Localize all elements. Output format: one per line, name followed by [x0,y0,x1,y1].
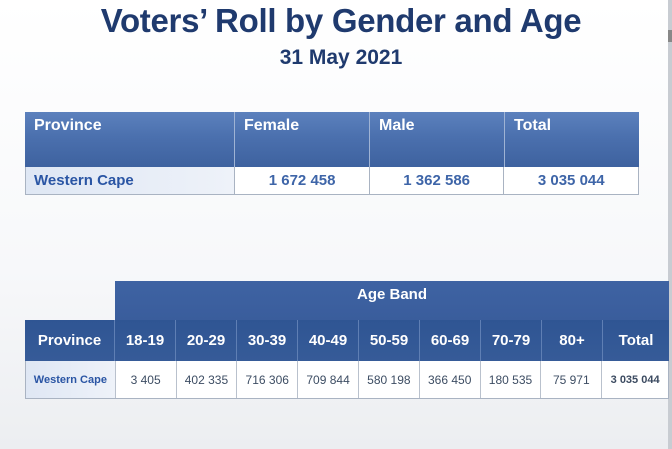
gender-table-header: Province Female Male Total [25,112,639,167]
header-40-49: 40-49 [298,320,359,361]
table-row: Western Cape 3 405 402 335 716 306 709 8… [25,361,669,399]
cell-male: 1 362 586 [370,167,505,194]
header-18-19: 18-19 [115,320,176,361]
header-80-plus: 80+ [542,320,603,361]
window-edge [668,0,672,449]
header-female: Female [235,112,370,167]
gender-table: Province Female Male Total Western Cape … [25,112,639,195]
header-total: Total [603,320,669,361]
cell-30-39: 716 306 [237,361,299,398]
header-50-59: 50-59 [359,320,420,361]
cell-20-29: 402 335 [177,361,238,398]
table-row: Western Cape 1 672 458 1 362 586 3 035 0… [25,167,639,195]
cell-80-plus: 75 971 [541,361,603,398]
header-70-79: 70-79 [481,320,542,361]
page-title: Voters’ Roll by Gender and Age [100,2,582,39]
header-20-29: 20-29 [176,320,237,361]
header-province: Province [25,112,235,167]
header-60-69: 60-69 [420,320,481,361]
cell-50-59: 580 198 [359,361,420,398]
cell-70-79: 180 535 [481,361,542,398]
cell-40-49: 709 844 [298,361,359,398]
cell-60-69: 366 450 [420,361,481,398]
age-table-header: Province 18-19 20-29 30-39 40-49 50-59 6… [25,320,669,361]
header-male: Male [370,112,505,167]
header-province: Province [25,320,115,361]
cell-province: Western Cape [26,361,116,398]
cell-total: 3 035 044 [610,373,660,386]
age-band-header: Age Band [115,281,669,320]
window-edge-marker [668,30,672,42]
age-table: Age Band Province 18-19 20-29 30-39 40-4… [25,281,669,399]
cell-18-19: 3 405 [116,361,177,398]
page-subtitle: 31 May 2021 [279,46,403,69]
header-30-39: 30-39 [237,320,298,361]
cell-female: 1 672 458 [235,167,370,194]
cell-province: Western Cape [26,167,236,194]
header-total: Total [505,112,639,167]
cell-total: 3 035 044 [537,172,605,189]
